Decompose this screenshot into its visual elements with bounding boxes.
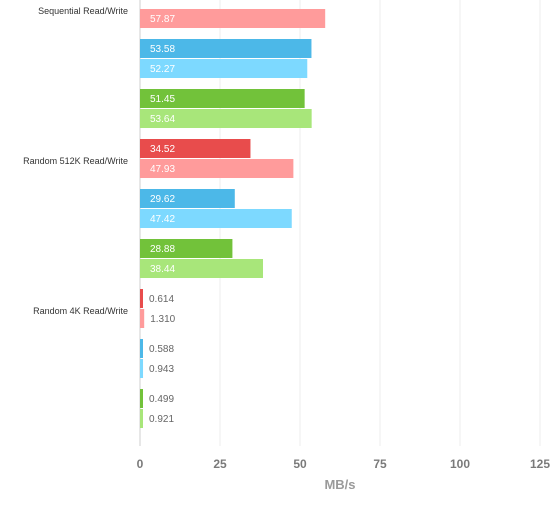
- value-label-2-0-read: 0.614: [149, 294, 174, 305]
- x-axis-title: MB/s: [324, 477, 355, 492]
- x-tick-label-100: 100: [450, 457, 470, 471]
- bars: [140, 9, 326, 428]
- x-axis: 0 25 50 75 100 125: [137, 457, 551, 471]
- category-label-2: Random 4K Read/Write: [33, 306, 128, 316]
- x-tick-label-50: 50: [293, 457, 307, 471]
- value-label-0-1-write: 52.27: [150, 64, 175, 75]
- value-label-0-1-read: 53.58: [150, 44, 175, 55]
- value-label-2-0-write: 1.310: [150, 314, 175, 325]
- value-label-0-2-write: 53.64: [150, 114, 175, 125]
- bar-1-1-write: [140, 209, 292, 228]
- bar-1-2-write: [140, 259, 264, 278]
- x-tick-label-125: 125: [530, 457, 550, 471]
- bar-1-2-read: [140, 239, 233, 258]
- category-labels: Sequential Read/Write Random 512K Read/Wr…: [23, 6, 128, 316]
- bar-1-0-write: [140, 159, 294, 178]
- value-labels: 57.87 53.58 52.27 51.45 53.64 34.52 47.93 29.62…: [149, 14, 176, 425]
- category-label-0: Sequential Read/Write: [38, 6, 128, 16]
- bar-0-2-write: [140, 109, 312, 128]
- value-label-2-1-write: 0.943: [149, 364, 174, 375]
- bar-2-2-read: [140, 389, 143, 408]
- value-label-0-0-write: 57.87: [150, 14, 175, 25]
- bar-2-0-read: [140, 289, 143, 308]
- x-tick-label-0: 0: [137, 457, 144, 471]
- bar-0-1-read: [140, 39, 312, 58]
- bar-2-0-write: [140, 309, 145, 328]
- bar-1-0-read: [140, 139, 251, 158]
- value-label-1-0-read: 34.52: [150, 144, 175, 155]
- value-label-2-2-read: 0.499: [149, 394, 174, 405]
- bar-2-1-write: [140, 359, 144, 378]
- category-label-1: Random 512K Read/Write: [23, 156, 128, 166]
- value-label-1-1-read: 29.62: [150, 194, 175, 205]
- value-label-1-2-read: 28.88: [150, 244, 175, 255]
- x-tick-label-25: 25: [213, 457, 227, 471]
- bar-1-1-read: [140, 189, 235, 208]
- value-label-2-1-read: 0.588: [149, 344, 174, 355]
- bar-2-1-read: [140, 339, 143, 358]
- value-label-2-2-write: 0.921: [149, 414, 174, 425]
- x-tick-label-75: 75: [373, 457, 387, 471]
- bar-0-1-write: [140, 59, 308, 78]
- bar-0-2-read: [140, 89, 305, 108]
- value-label-1-0-write: 47.93: [150, 164, 175, 175]
- bar-0-0-write: [140, 9, 326, 28]
- bar-2-2-write: [140, 409, 143, 428]
- value-label-1-2-write: 38.44: [150, 264, 175, 275]
- value-label-1-1-write: 47.42: [150, 214, 175, 225]
- value-label-0-2-read: 51.45: [150, 94, 175, 105]
